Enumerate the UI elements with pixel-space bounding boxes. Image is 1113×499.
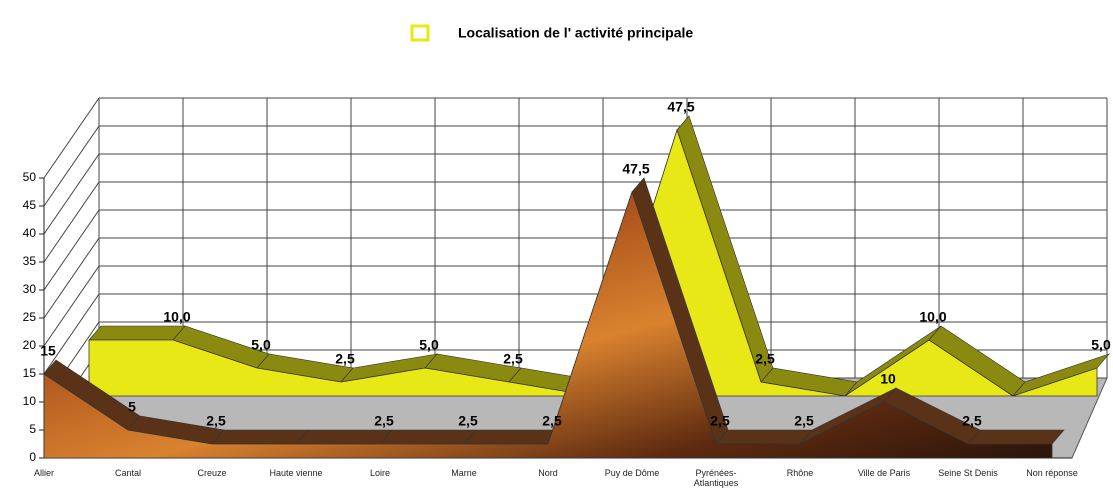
side-grid-line: [43, 293, 100, 375]
data-label: 2,5: [458, 413, 478, 429]
side-grid-line: [43, 237, 100, 319]
y-tick-label: 30: [23, 282, 37, 296]
y-tick-label: 20: [23, 338, 37, 352]
x-tick-label: Cantal: [114, 468, 141, 478]
front-series-top: [967, 429, 1065, 445]
data-label: 47,5: [622, 161, 649, 177]
x-tick-label: Creuze: [197, 468, 227, 478]
x-tick-label: Loire: [369, 468, 390, 478]
data-label: 15: [40, 343, 56, 359]
x-tick-label: Allier: [33, 468, 54, 478]
x-tick-label: Marne: [451, 468, 477, 478]
y-tick-label: 50: [23, 170, 37, 184]
front-series-top: [715, 429, 813, 445]
front-series-area: [43, 190, 1053, 459]
y-tick-label: 5: [29, 422, 36, 436]
data-label: 10,0: [919, 309, 946, 325]
data-label: 2,5: [335, 351, 355, 367]
legend-swatch: [410, 24, 430, 42]
x-tick-label: Non réponse: [1026, 468, 1078, 478]
y-tick-label: 0: [29, 450, 36, 464]
front-series-top: [295, 429, 393, 445]
y-tick-label: 25: [23, 310, 37, 324]
data-label: 10,0: [163, 309, 190, 325]
y-tick-label: 40: [23, 226, 37, 240]
side-grid-line: [43, 97, 100, 179]
front-series-top: [379, 429, 477, 445]
x-tick-label: Pyrénées-Atlantiques: [693, 468, 739, 488]
data-label: 2,5: [374, 413, 394, 429]
side-grid-line: [43, 181, 100, 263]
x-tick-label: Nord: [538, 468, 558, 478]
x-tick-label: Puy de Dôme: [604, 468, 660, 478]
side-grid-line: [43, 265, 100, 347]
y-tick-label: 45: [23, 198, 37, 212]
front-series-top: [463, 429, 561, 445]
data-label: 10: [880, 371, 896, 387]
y-tick-label: 35: [23, 254, 37, 268]
side-grid-line: [43, 153, 100, 235]
x-tick-label: Rhône: [786, 468, 814, 478]
x-tick-label: Seine St Denis: [938, 468, 998, 478]
data-label: 2,5: [710, 413, 730, 429]
data-label: 5,0: [251, 337, 271, 353]
legend-label: Localisation de l' activité principale: [458, 25, 693, 41]
data-label: 2,5: [962, 413, 982, 429]
data-label: 2,5: [542, 413, 562, 429]
data-label: 5: [128, 399, 136, 415]
data-label: 47,5: [667, 99, 694, 115]
side-grid-line: [43, 125, 100, 207]
data-label: 5,0: [1091, 337, 1111, 353]
front-series-top: [211, 429, 309, 445]
back-series-top: [88, 325, 186, 341]
y-tick-label: 10: [23, 394, 37, 408]
x-tick-label: Haute vienne: [269, 468, 323, 478]
data-label: 2,5: [755, 351, 775, 367]
side-grid-line: [43, 209, 100, 291]
data-label: 2,5: [503, 351, 523, 367]
data-label: 5,0: [419, 337, 439, 353]
data-label: 2,5: [206, 413, 226, 429]
x-tick-label: Ville de Paris: [857, 468, 911, 478]
y-tick-label: 15: [23, 366, 37, 380]
data-label: 2,5: [794, 413, 814, 429]
